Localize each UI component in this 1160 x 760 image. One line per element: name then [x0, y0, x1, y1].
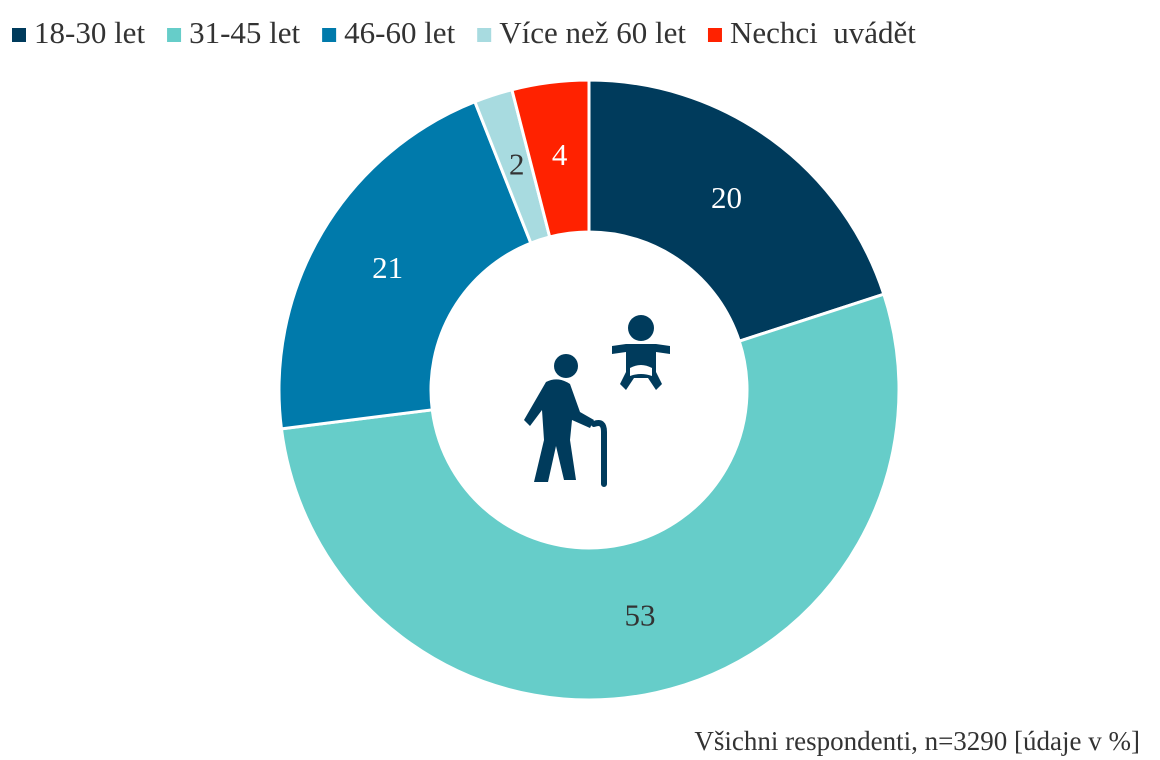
icon	[524, 379, 594, 482]
donut: 20 53 21 2 4	[277, 78, 901, 702]
data-label: 2	[509, 147, 525, 182]
legend-swatch	[12, 28, 26, 42]
data-label: 4	[552, 137, 568, 172]
icon	[554, 354, 578, 378]
center-icons	[524, 315, 670, 487]
icon	[630, 365, 652, 376]
legend-swatch	[707, 28, 722, 42]
donut-segment	[279, 292, 901, 702]
icon	[591, 420, 607, 487]
legend-swatch	[322, 28, 337, 42]
donut-segment	[510, 78, 591, 239]
data-label: 21	[372, 250, 403, 285]
donut-segment	[587, 78, 886, 344]
data-label: 20	[711, 180, 742, 215]
legend-swatch	[167, 28, 182, 42]
note: Všichni respondenti, n=3290 [údaje v %]	[694, 726, 1140, 756]
legend-label: 46-60 let	[344, 15, 455, 50]
data-label: 53	[625, 597, 656, 632]
legend-label: Více než 60 let	[499, 15, 686, 50]
legend-label: 18-30 let	[34, 15, 145, 50]
icon	[628, 315, 654, 341]
legend-label: 31-45 let	[189, 15, 300, 50]
legend-label: Nechci uvádět	[730, 15, 916, 50]
donut-segment	[277, 99, 533, 431]
legend-swatch	[477, 28, 492, 42]
